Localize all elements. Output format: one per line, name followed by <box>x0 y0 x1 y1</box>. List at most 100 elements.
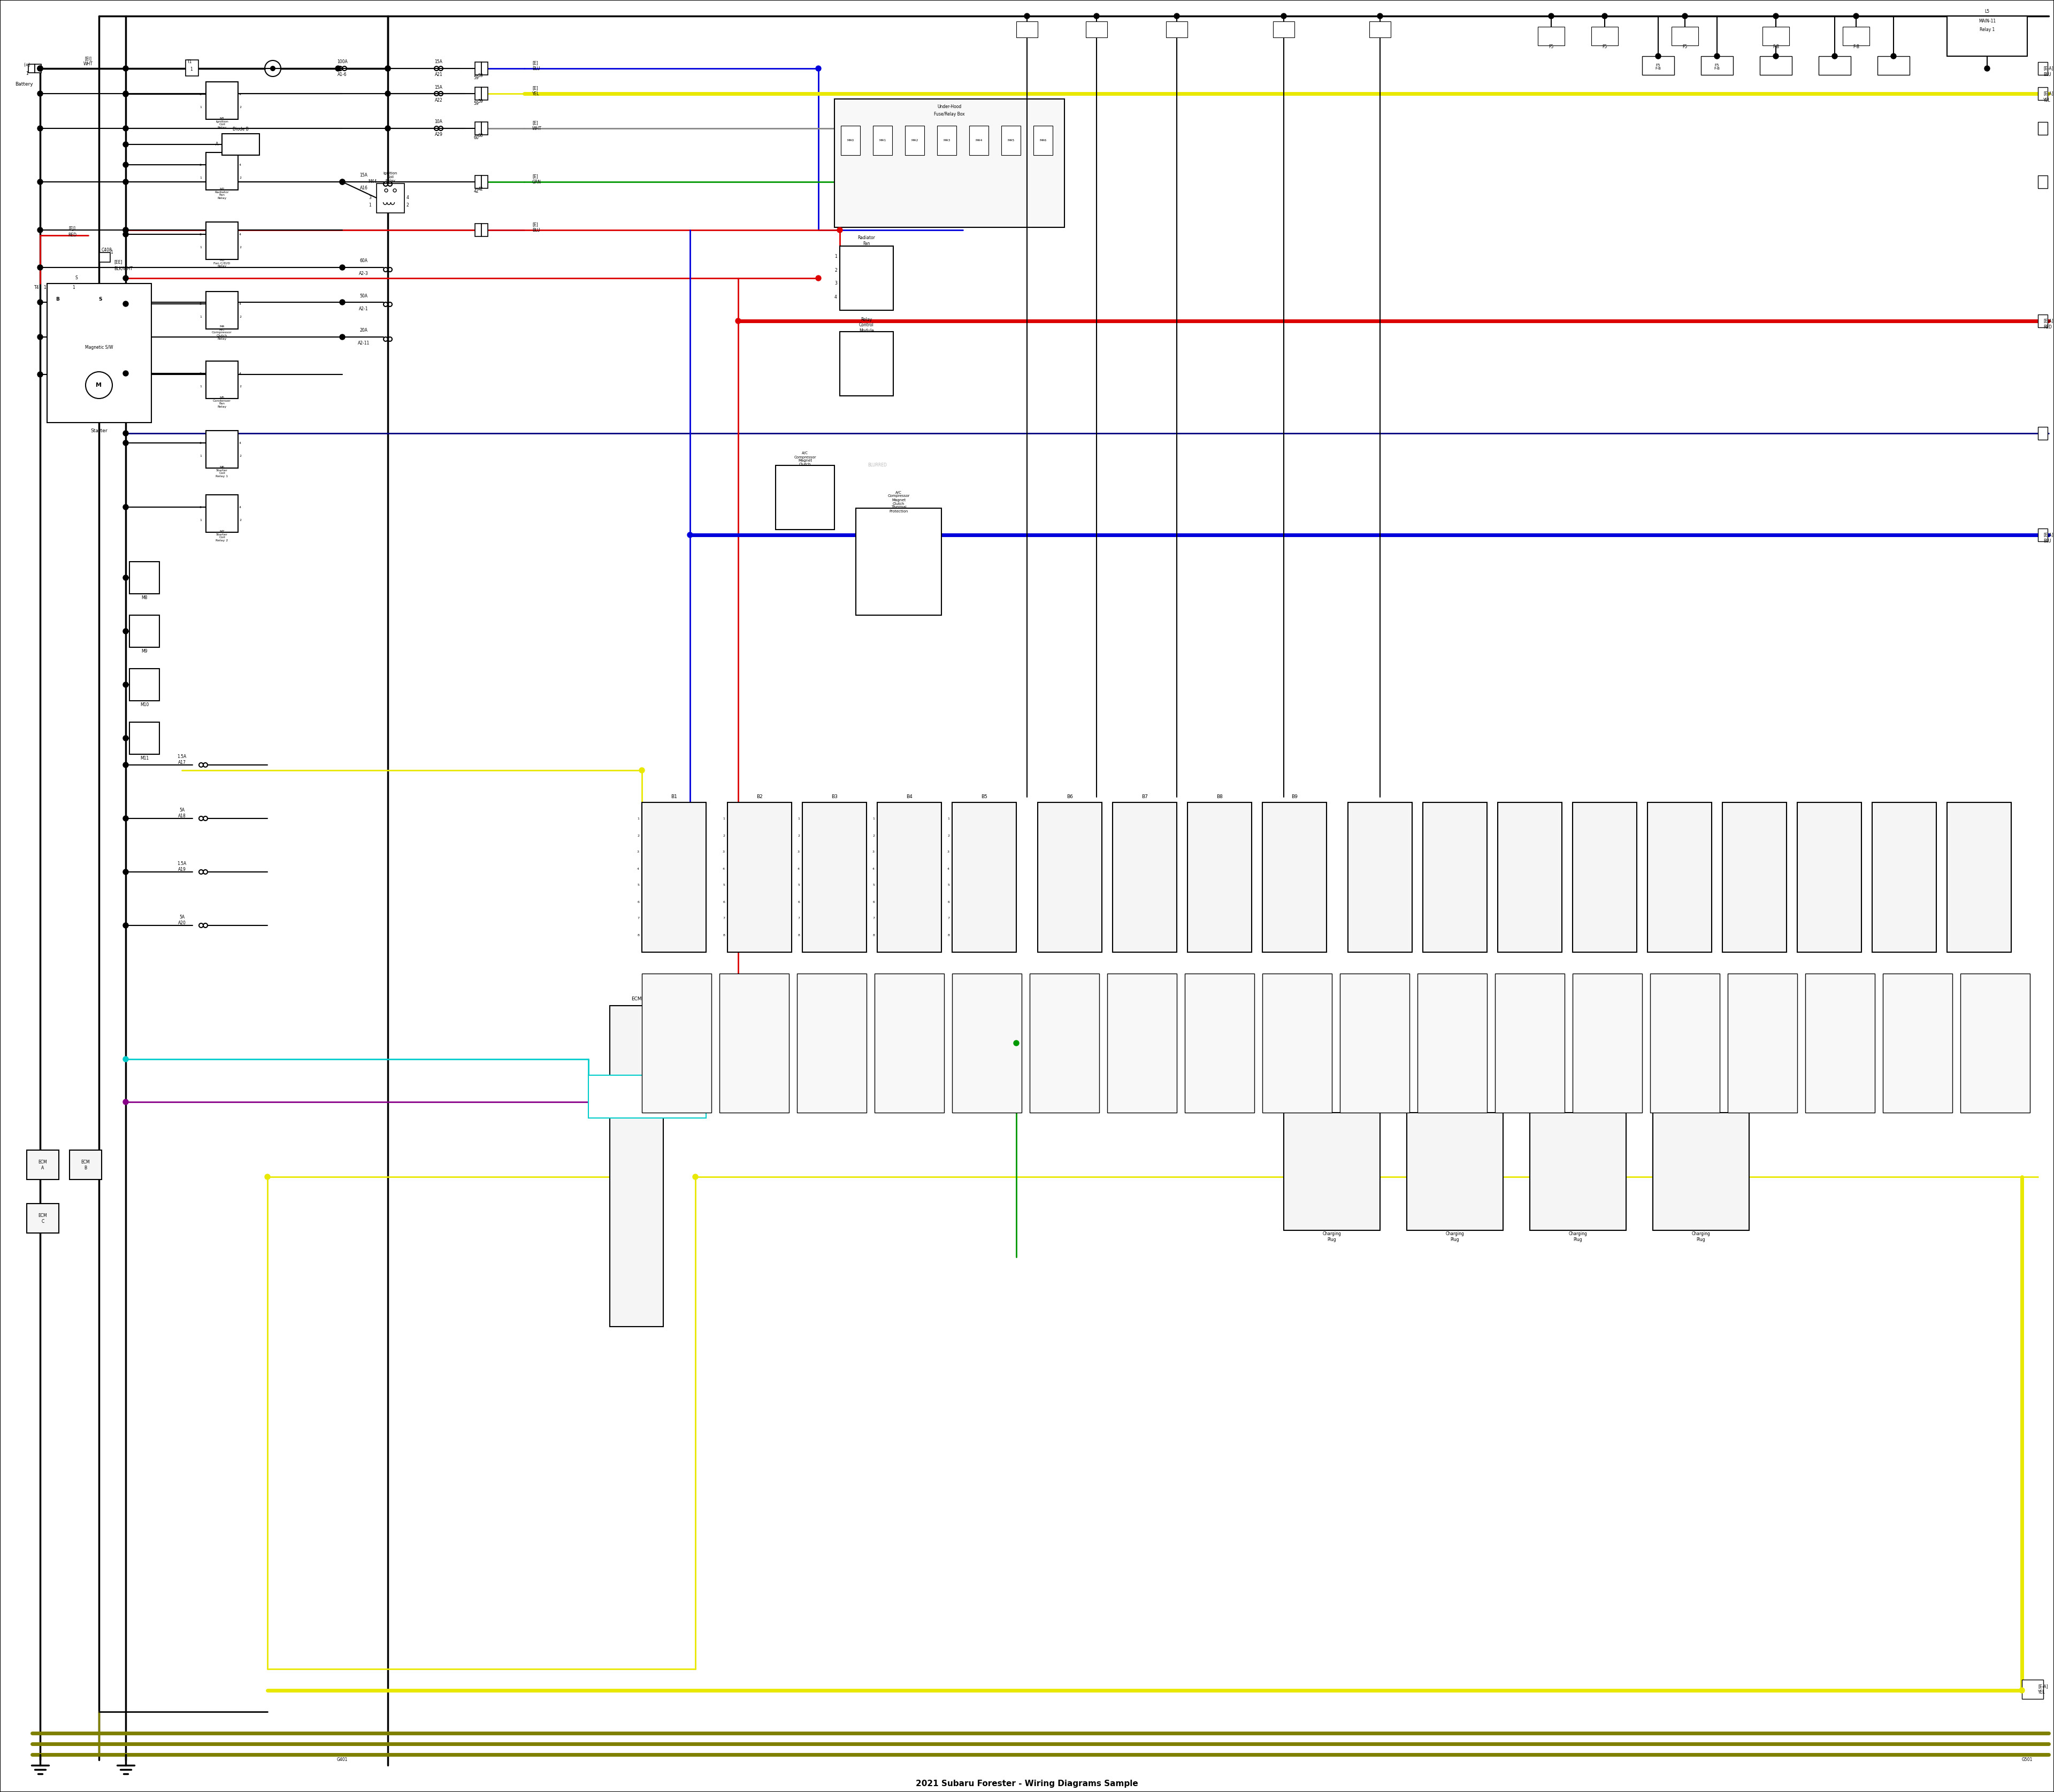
Bar <box>1002 125 1021 156</box>
Text: 2: 2 <box>238 315 240 317</box>
Bar <box>2038 426 2048 439</box>
Bar <box>1805 973 1875 1113</box>
Circle shape <box>123 1098 127 1104</box>
Text: 2: 2 <box>238 246 240 249</box>
Text: RED: RED <box>2044 324 2052 330</box>
Text: 7: 7 <box>637 918 639 919</box>
Bar <box>953 973 1021 1113</box>
Text: 60: 60 <box>474 136 479 140</box>
Circle shape <box>37 179 43 185</box>
Text: M41: M41 <box>879 140 885 142</box>
Text: 4: 4 <box>238 373 240 375</box>
Text: M43: M43 <box>943 140 951 142</box>
Bar <box>474 224 481 237</box>
Bar <box>610 1005 663 1326</box>
Text: ECM: ECM <box>631 996 641 1002</box>
Text: 8: 8 <box>723 934 725 937</box>
Text: M45: M45 <box>1006 140 1015 142</box>
Circle shape <box>735 319 741 324</box>
Circle shape <box>838 228 842 233</box>
Text: Battery: Battery <box>14 82 33 86</box>
Bar <box>2038 122 2048 134</box>
Bar <box>877 803 941 952</box>
Circle shape <box>1602 13 1608 18</box>
Circle shape <box>339 179 345 185</box>
Text: Charging
Plug: Charging Plug <box>1323 1231 1341 1242</box>
Text: B7: B7 <box>1142 794 1148 799</box>
Text: 4: 4 <box>238 441 240 444</box>
Text: M6
Starter
Coil
Relay 1: M6 Starter Coil Relay 1 <box>216 466 228 478</box>
Text: 1: 1 <box>111 251 113 254</box>
Bar <box>1495 973 1565 1113</box>
Text: 6: 6 <box>723 901 725 903</box>
Text: [E]
YEL: [E] YEL <box>532 86 540 97</box>
Circle shape <box>1773 54 1779 59</box>
Circle shape <box>123 179 127 185</box>
Bar <box>1797 803 1861 952</box>
Bar <box>1029 973 1099 1113</box>
Circle shape <box>123 869 127 874</box>
Bar <box>2038 63 2048 75</box>
Bar <box>1653 1113 1750 1231</box>
Text: 3: 3 <box>199 441 201 444</box>
Bar <box>129 668 160 701</box>
Circle shape <box>339 265 345 271</box>
Text: 5: 5 <box>637 883 639 887</box>
Circle shape <box>123 142 127 147</box>
Circle shape <box>123 91 127 97</box>
Text: A21: A21 <box>435 72 442 77</box>
Circle shape <box>815 276 822 281</box>
Text: Magnetic S/W: Magnetic S/W <box>84 346 113 349</box>
Text: ECM
B: ECM B <box>82 1159 90 1170</box>
Text: M3
Fan C/D/D
Relay: M3 Fan C/D/D Relay <box>214 258 230 267</box>
Bar <box>969 125 988 156</box>
Text: B9: B9 <box>1292 794 1298 799</box>
Bar <box>1960 973 2029 1113</box>
Bar <box>205 360 238 398</box>
Text: M1
Ignition
Coil
Relay: M1 Ignition Coil Relay <box>216 116 228 129</box>
Text: 1: 1 <box>947 817 949 821</box>
Bar <box>1263 803 1327 952</box>
Bar <box>1573 973 1641 1113</box>
Text: 59: 59 <box>479 73 483 79</box>
Text: 3: 3 <box>199 163 201 167</box>
Text: 6: 6 <box>637 901 639 903</box>
Circle shape <box>1773 13 1779 18</box>
Bar <box>906 125 924 156</box>
Bar <box>1185 973 1255 1113</box>
Bar <box>27 1150 60 1179</box>
Text: [E]
BLU: [E] BLU <box>532 61 540 72</box>
Text: 1: 1 <box>191 66 193 72</box>
Text: 3: 3 <box>199 373 201 375</box>
Bar <box>1417 973 1487 1113</box>
Bar <box>1017 22 1037 38</box>
Text: 2: 2 <box>238 106 240 108</box>
Circle shape <box>37 66 43 72</box>
Bar <box>29 65 35 73</box>
Circle shape <box>339 335 345 340</box>
Bar <box>587 1075 707 1118</box>
Text: 4: 4 <box>873 867 875 871</box>
Bar <box>840 125 861 156</box>
Text: 100A: 100A <box>337 59 347 65</box>
Text: M8: M8 <box>142 595 148 600</box>
Text: B1: B1 <box>672 794 678 799</box>
Text: 5: 5 <box>723 883 725 887</box>
Text: 8: 8 <box>873 934 875 937</box>
Text: B: B <box>55 297 60 303</box>
Text: 1: 1 <box>199 315 201 317</box>
Text: 59: 59 <box>474 100 479 106</box>
Text: 2: 2 <box>407 202 409 208</box>
Text: Charging
Plug: Charging Plug <box>1569 1231 1588 1242</box>
Bar <box>727 803 791 952</box>
Circle shape <box>815 66 822 72</box>
Text: 15A: 15A <box>359 174 368 177</box>
Bar <box>1107 973 1177 1113</box>
Text: 2: 2 <box>238 455 240 457</box>
Bar <box>1347 803 1413 952</box>
Text: 3: 3 <box>637 851 639 853</box>
Text: 3: 3 <box>834 281 838 287</box>
Text: M44: M44 <box>368 179 376 185</box>
Circle shape <box>1025 13 1029 18</box>
Bar <box>641 803 707 952</box>
